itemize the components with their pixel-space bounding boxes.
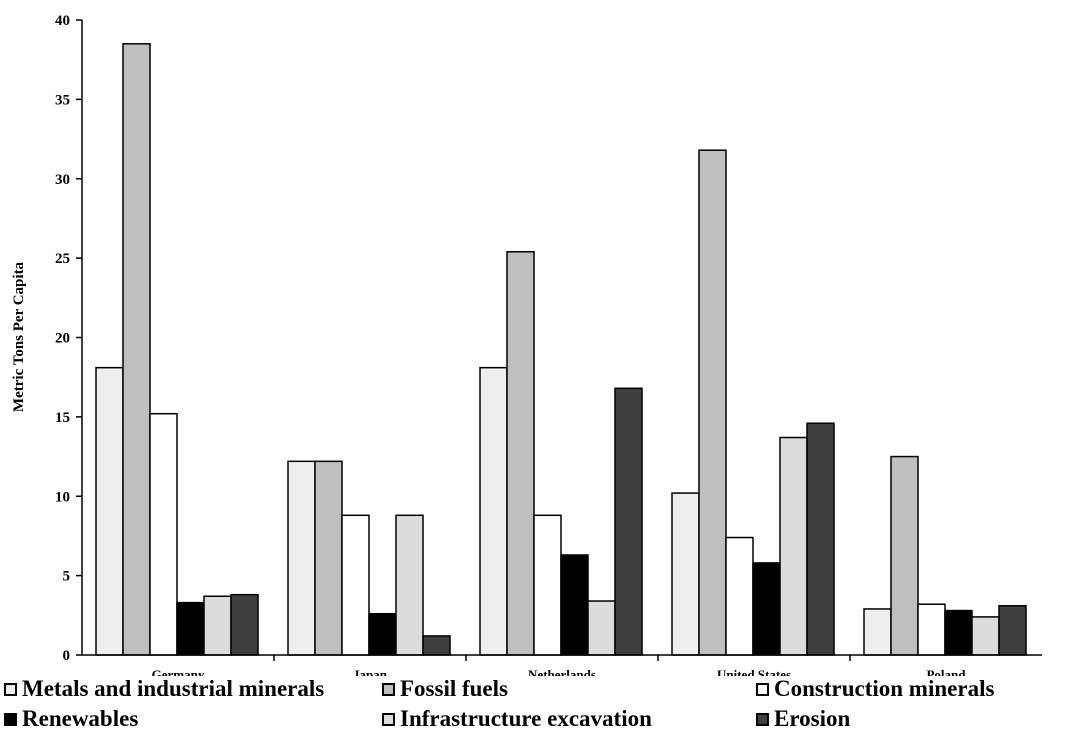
bar: [806, 422, 835, 656]
legend-item-infrastructure-excavation: Infrastructure excavation: [382, 706, 652, 732]
bar: [533, 514, 562, 656]
bar: [998, 605, 1027, 656]
bar: [506, 251, 535, 656]
legend-label-infrastructure-excavation: Infrastructure excavation: [400, 706, 652, 731]
legend-item-erosion: Erosion: [756, 706, 850, 732]
legend-swatch-fossil-fuels: [382, 682, 395, 696]
legend-item-construction-minerals: Construction minerals: [756, 676, 994, 702]
y-tick-label: 35: [55, 92, 70, 108]
legend-swatch-erosion: [756, 712, 769, 726]
y-tick-label: 25: [55, 251, 70, 267]
y-ticks-group: 0 5 10 15 20 25 30 35 40: [55, 13, 82, 664]
x-category-label: United States: [717, 667, 791, 676]
legend-label-construction-minerals: Construction minerals: [774, 676, 995, 701]
legend-label-metals: Metals and industrial minerals: [22, 676, 325, 701]
bar-chart: 0 5 10 15 20 25 30 35 40 Germany Japan Netherlands…: [11, 13, 1042, 676]
bar: [287, 460, 316, 656]
y-tick-label: 30: [55, 172, 70, 188]
y-tick-label: 20: [55, 331, 70, 347]
bar: [122, 43, 151, 656]
bar: [560, 554, 589, 656]
bar: [944, 609, 973, 656]
bar: [614, 387, 643, 656]
bar: [863, 608, 892, 656]
bar: [698, 149, 727, 656]
x-categories-group: Germany Japan Netherlands United States Pola…: [152, 655, 966, 676]
y-tick-label: 5: [63, 569, 71, 585]
bar: [779, 436, 808, 656]
y-tick-label: 15: [55, 410, 70, 426]
legend-label-erosion: Erosion: [774, 706, 851, 731]
x-category-label: Japan: [353, 667, 388, 676]
legend-item-fossil-fuels: Fossil fuels: [382, 676, 508, 702]
y-axis-title: Metric Tons Per Capita: [11, 261, 27, 412]
bar: [368, 612, 397, 656]
x-category-label: Germany: [152, 667, 205, 676]
x-category-label: Poland: [926, 667, 966, 676]
legend-item-renewables: Renewables: [4, 706, 138, 732]
bar: [890, 455, 919, 656]
bar: [149, 412, 178, 656]
x-category-label: Netherlands: [528, 667, 596, 676]
legend-swatch-metals: [4, 682, 17, 696]
bar: [95, 366, 124, 656]
bar: [230, 593, 259, 656]
bar: [587, 600, 616, 656]
y-tick-label: 0: [63, 648, 71, 664]
bar: [341, 514, 370, 656]
bar: [395, 514, 424, 656]
bar: [479, 366, 508, 656]
legend-item-metals: Metals and industrial minerals: [4, 676, 324, 702]
bar: [752, 562, 781, 656]
y-tick-label: 10: [55, 489, 70, 505]
legend: Metals and industrial minerals Fossil fu…: [4, 676, 1064, 752]
legend-swatch-renewables: [4, 712, 17, 726]
bars-group: [95, 43, 1027, 656]
bar: [671, 492, 700, 656]
legend-label-fossil-fuels: Fossil fuels: [400, 676, 508, 701]
y-tick-label: 40: [55, 13, 70, 29]
bar: [971, 616, 1000, 656]
bar: [725, 536, 754, 656]
bar: [203, 595, 232, 656]
legend-label-renewables: Renewables: [22, 706, 139, 731]
bar: [422, 635, 451, 656]
bar: [314, 460, 343, 656]
legend-swatch-infrastructure-excavation: [382, 712, 395, 726]
bar: [176, 601, 205, 656]
legend-swatch-construction-minerals: [756, 682, 769, 696]
bar: [917, 603, 946, 656]
